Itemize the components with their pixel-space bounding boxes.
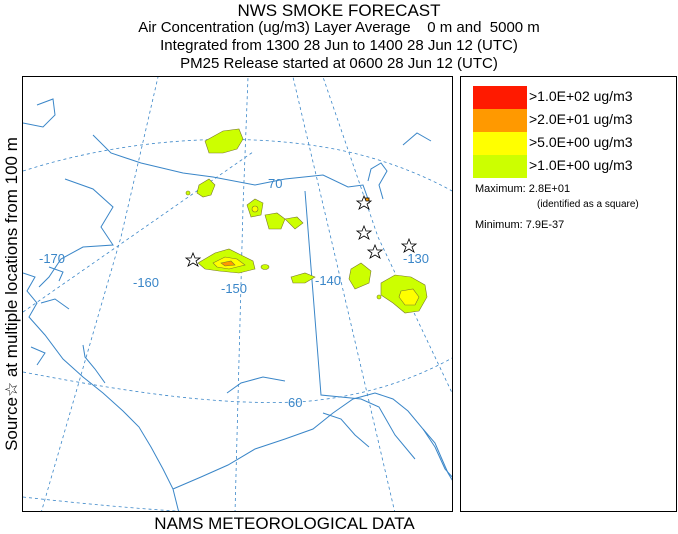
lon-label-130: -130	[403, 251, 429, 266]
smoke-plumes	[185, 128, 428, 314]
coastline	[23, 98, 452, 511]
legend-swatch-20	[473, 109, 527, 132]
maximum-note: (identified as a square)	[537, 199, 639, 210]
plume-central-core	[251, 205, 259, 213]
lon-label-160: -160	[133, 275, 159, 290]
data-source-footer: NAMS METEOROLOGICAL DATA	[154, 514, 415, 533]
graticule-labels: -170 -160 -150 -140 -130 70 60	[39, 176, 429, 410]
page-title: NWS SMOKE FORECAST	[237, 1, 441, 20]
lon-label-150: -150	[221, 281, 247, 296]
lat-label-60: 60	[288, 395, 302, 410]
source-markers	[184, 194, 418, 267]
source-star-icon	[355, 224, 373, 240]
smoke-map[interactable]: -170 -160 -150 -140 -130 70 60	[22, 76, 453, 512]
plume-southwest-tail	[260, 264, 270, 270]
lat-label-70: 70	[268, 176, 282, 191]
maximum-value: Maximum: 2.8E+01	[475, 183, 571, 195]
source-location-label: Source☆ at multiple locations from 100 m	[2, 137, 21, 451]
source-star-icon	[400, 237, 418, 253]
source-star-icon	[366, 243, 384, 259]
legend-panel: >1.0E+02 ug/m3 >2.0E+01 ug/m3 >5.0E+00 u…	[460, 76, 677, 512]
plume-southwest-core	[220, 260, 236, 267]
plume-central-b	[264, 212, 286, 230]
source-star-icon	[184, 251, 202, 267]
legend-label-1: >1.0E+00 ug/m3	[529, 157, 633, 173]
plume-central-c	[284, 216, 304, 230]
subtitle-concentration: Air Concentration (ug/m3) Layer Average …	[138, 19, 540, 36]
legend-label-20: >2.0E+01 ug/m3	[529, 111, 633, 127]
map-canvas: -170 -160 -150 -140 -130 70 60	[23, 77, 452, 511]
longitude-lines	[23, 77, 452, 511]
plume-northwest-dot	[185, 190, 191, 196]
minimum-value: Minimum: 7.9E-37	[475, 219, 565, 231]
plume-east-c-core	[398, 288, 420, 306]
legend-swatch-5	[473, 132, 527, 155]
legend-label-100: >1.0E+02 ug/m3	[529, 88, 633, 104]
border-line	[304, 190, 416, 460]
plume-east-dot	[376, 294, 382, 300]
subtitle-integration: Integrated from 1300 28 Jun to 1400 28 J…	[160, 37, 518, 54]
legend-swatch-100	[473, 86, 527, 109]
source-star-icon	[355, 194, 373, 210]
lon-label-170: -170	[39, 251, 65, 266]
plume-northwest	[196, 178, 216, 198]
lon-label-140: -140	[315, 273, 341, 288]
subtitle-release: PM25 Release started at 0600 28 Jun 12 (…	[180, 55, 498, 72]
plume-east-b	[348, 262, 372, 290]
plume-east-a	[290, 272, 316, 284]
legend-swatch-1	[473, 155, 527, 178]
plume-north	[204, 128, 244, 154]
latitude-lines	[23, 139, 452, 511]
legend-label-5: >5.0E+00 ug/m3	[529, 134, 633, 150]
